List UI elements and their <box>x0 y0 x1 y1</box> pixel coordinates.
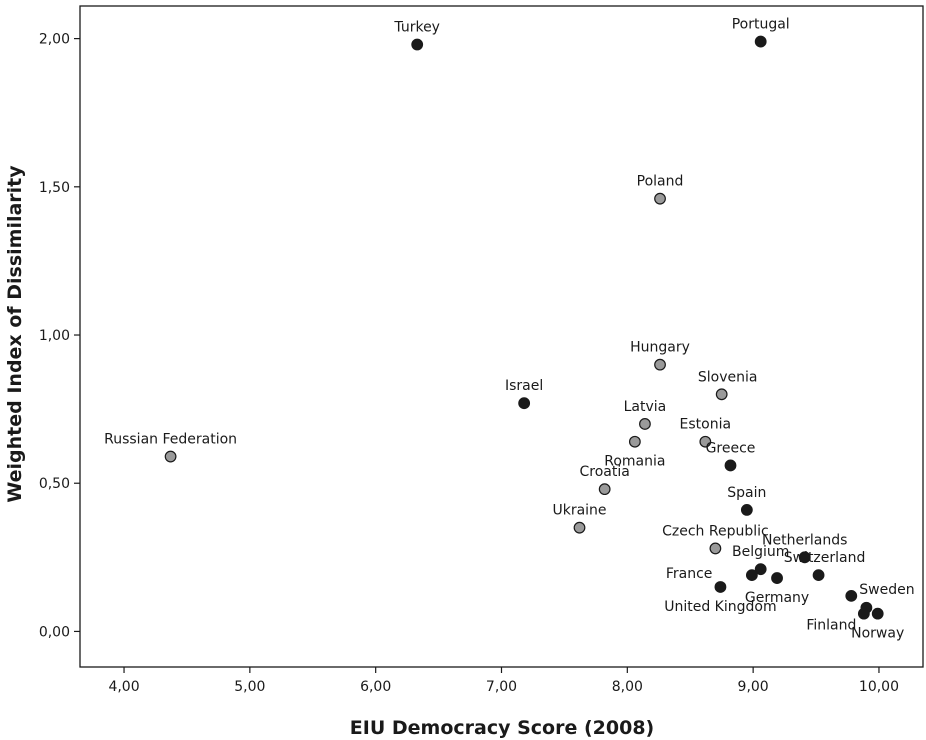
data-point <box>715 388 728 401</box>
point-label: Czech Republic <box>662 523 769 539</box>
data-point <box>871 607 884 620</box>
point-label: Estonia <box>680 417 732 433</box>
point-label: Netherlands <box>762 532 847 548</box>
point-label: Romania <box>604 454 665 470</box>
y-tick-label: 0,50 <box>39 476 70 492</box>
x-tick-label: 6,00 <box>360 679 391 695</box>
point-label: Israel <box>505 378 543 394</box>
x-axis: 4,00 5,00 6,00 7,00 8,00 9,00 10,00 <box>108 667 899 695</box>
point-label: Finland <box>806 618 856 634</box>
point-label: Spain <box>727 485 766 501</box>
point-label: Russian Federation <box>104 432 237 448</box>
y-tick-label: 2,00 <box>39 32 70 48</box>
data-point <box>754 35 767 48</box>
x-tick-label: 8,00 <box>612 679 643 695</box>
data-point <box>740 504 753 516</box>
point-labels: Turkey Portugal Poland Hungary Slovenia Israe… <box>104 17 914 642</box>
x-tick-label: 4,00 <box>108 679 139 695</box>
point-label: Sweden <box>859 582 914 598</box>
data-point <box>518 397 531 410</box>
data-point <box>754 563 767 576</box>
point-label: Greece <box>706 440 756 456</box>
point-label: Latvia <box>624 399 667 415</box>
x-axis-title: EIU Democracy Score (2008) <box>350 717 654 739</box>
data-point <box>714 581 727 593</box>
point-label: Turkey <box>393 20 440 36</box>
data-point <box>812 569 825 582</box>
point-label: United Kingdom <box>664 599 776 615</box>
data-point <box>845 589 858 602</box>
data-point <box>745 569 758 582</box>
data-point <box>724 459 737 472</box>
x-tick-label: 10,00 <box>859 679 899 695</box>
data-point <box>771 572 783 584</box>
point-label: Slovenia <box>698 369 758 385</box>
y-tick-label: 1,50 <box>39 180 70 196</box>
point-label: Portugal <box>732 17 790 33</box>
y-tick-label: 0,00 <box>39 624 70 640</box>
point-label: Poland <box>637 174 684 190</box>
point-label: Germany <box>745 590 809 606</box>
data-point <box>639 418 651 430</box>
data-point <box>709 542 722 555</box>
data-point <box>654 192 666 205</box>
x-tick-label: 5,00 <box>234 679 265 695</box>
x-tick-label: 7,00 <box>486 679 517 695</box>
data-point <box>699 435 712 448</box>
x-tick-label: 9,00 <box>738 679 769 695</box>
data-point <box>164 450 177 463</box>
data-point <box>857 607 870 620</box>
data-point <box>573 521 586 534</box>
data-points <box>164 35 884 620</box>
data-point <box>598 483 611 496</box>
y-axis: 0,00 0,50 1,00 1,50 2,00 <box>39 32 80 640</box>
point-label: Croatia <box>580 464 630 480</box>
point-label: Switzerland <box>784 550 866 566</box>
plot-frame <box>79 5 924 668</box>
point-label: Ukraine <box>552 503 606 519</box>
point-label: France <box>666 566 713 582</box>
point-label: Hungary <box>630 340 690 356</box>
data-point <box>798 551 811 564</box>
data-point <box>654 358 666 371</box>
data-point <box>411 38 424 51</box>
y-tick-label: 1,00 <box>39 328 70 344</box>
point-label: Belgium <box>732 544 789 560</box>
data-point <box>628 435 641 448</box>
point-label: Norway <box>851 626 904 642</box>
y-axis-title: Weighted Index of Dissimilarity <box>4 165 26 503</box>
